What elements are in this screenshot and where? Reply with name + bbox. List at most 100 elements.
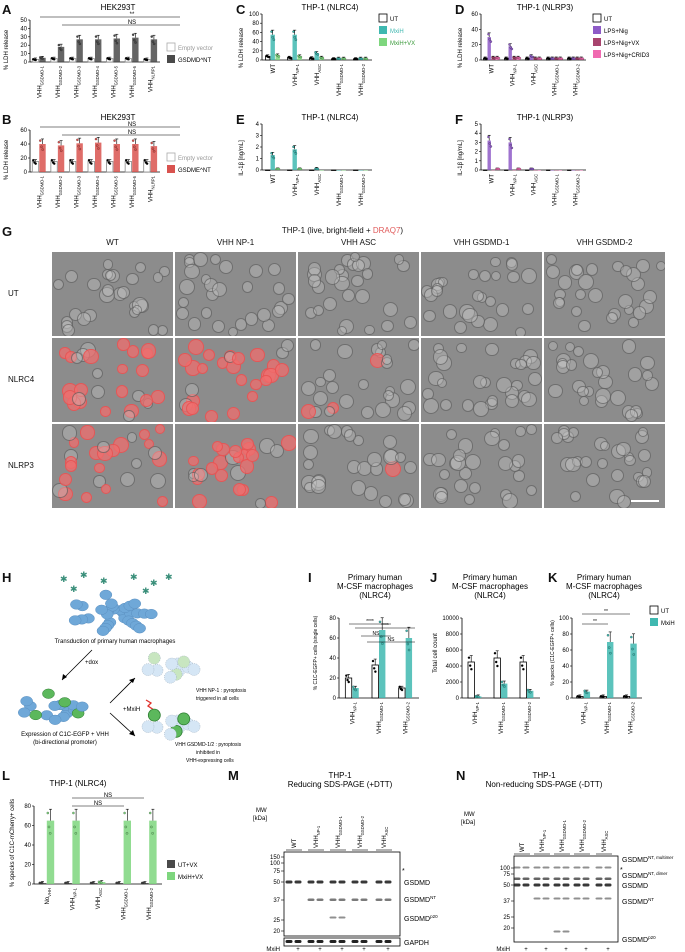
cell-icon <box>96 625 110 636</box>
data-point <box>311 57 315 60</box>
blot-band <box>573 883 581 887</box>
data-point <box>578 695 582 698</box>
sig-text: **** <box>381 623 389 629</box>
data-point <box>333 57 337 61</box>
microscopy-image <box>175 424 296 508</box>
cell-blob <box>282 292 295 306</box>
bar <box>270 34 275 60</box>
data-point <box>95 40 99 43</box>
data-point <box>352 685 355 689</box>
blot-band <box>522 883 530 887</box>
category-label: VHHASC <box>315 174 322 195</box>
band-label: GSDMD <box>404 880 430 887</box>
gsdmd-cells <box>141 708 201 741</box>
sig-text: NS <box>94 801 102 807</box>
cell-blob <box>638 449 652 463</box>
cell-blob <box>486 395 499 407</box>
panel-n-blot: THP-1 Non-reducing SDS-PAGE (-DTT) MW [k… <box>461 771 674 952</box>
data-point <box>58 146 62 150</box>
data-point <box>560 57 564 60</box>
microscopy-image <box>52 424 173 508</box>
cell-blob <box>178 279 195 296</box>
blot-band <box>329 880 337 884</box>
cell-blob <box>186 401 200 415</box>
panel-g: THP-1 (live, bright-field + DRAQ7) WT VHH… <box>0 222 685 562</box>
y-tick-label: 4000 <box>446 664 460 670</box>
band-label: GSDMDNT, dimer <box>622 871 668 880</box>
bar <box>46 820 55 884</box>
data-point <box>477 695 480 698</box>
mw-tick-label: 75 <box>503 872 510 878</box>
cell-blob <box>97 440 110 454</box>
y-tick-label: 40 <box>329 656 336 662</box>
category-label: VHHASC <box>315 64 322 85</box>
bar <box>319 170 324 171</box>
blot-band <box>595 866 603 869</box>
cell-blob <box>260 374 273 387</box>
panel-k-legend-2: MxiH <box>661 621 675 627</box>
panel-i-title-2: M-CSF macrophages <box>337 582 413 591</box>
cell-blob <box>378 494 392 508</box>
mxih-plus: + <box>544 947 548 952</box>
blot-band <box>338 898 346 901</box>
y-tick-label: 4 <box>256 122 260 128</box>
cell-blob <box>547 383 563 399</box>
bar <box>363 170 368 171</box>
bar <box>39 57 46 62</box>
panel-d-title: THP-1 (NLRP3) <box>517 3 574 12</box>
cell-icon <box>68 615 82 626</box>
cell-blob <box>212 281 228 297</box>
cell-blob <box>301 381 316 397</box>
panel-b-sig-1: NS <box>128 122 136 128</box>
data-point <box>381 642 384 645</box>
y-tick-label: 40 <box>20 26 27 32</box>
cell-icon <box>58 697 71 708</box>
y-tick-label: 5 <box>475 122 479 128</box>
cell-blob <box>442 303 458 319</box>
data-point <box>78 42 82 46</box>
lane-label: WT <box>520 842 526 852</box>
cell-blob <box>151 390 165 404</box>
cell-blob <box>307 274 322 288</box>
cell-blob <box>605 312 619 325</box>
panel-a-bars: 0 10 20 30 40 50 VHHGSDMD-1 VHHGSDMD-2 VHHGSDMD-… <box>20 18 160 98</box>
panel-f-bars: 0 1 2 3 4 5 WT VHHNP-1 VHHASC VHHGSDMD-1 VHHGSDMD-… <box>475 122 586 206</box>
cell-blob <box>313 391 329 407</box>
microscopy-image <box>298 252 419 336</box>
cell-blob <box>90 385 105 400</box>
data-point <box>469 664 472 667</box>
category-label: VHHNLRP1 <box>149 65 156 92</box>
data-point <box>526 688 530 692</box>
bar <box>341 170 346 171</box>
data-point <box>34 58 37 62</box>
data-point <box>493 651 497 655</box>
category-label: VHHNP-1 <box>350 701 357 724</box>
y-tick-label: 20 <box>252 49 259 55</box>
panel-i-ylabel: % C1C-EGFP+ cells (single cells) <box>313 615 319 690</box>
panel-label-k: K <box>548 570 558 585</box>
y-tick-label: 0 <box>475 58 479 64</box>
cell-blob <box>454 479 469 494</box>
cell-blob <box>244 312 258 326</box>
cell-blob <box>578 396 589 407</box>
virus-icon: ✱ <box>80 570 88 580</box>
blot-band <box>513 877 521 880</box>
panel-label-d: D <box>455 2 465 17</box>
cell-blob <box>513 470 525 482</box>
category-label: VHHNP-1 <box>511 173 518 196</box>
data-point <box>133 145 136 149</box>
lane-label: VHHASC <box>602 831 609 852</box>
category-label: VHHNP-1 <box>511 63 518 86</box>
panel-j-title-2: M-CSF macrophages <box>452 582 528 591</box>
blot-band <box>351 880 359 884</box>
cell-blob <box>339 393 355 409</box>
cell-blob <box>655 260 665 271</box>
cell-blob <box>77 311 91 326</box>
cell-blob <box>149 472 166 489</box>
microscopy-image <box>298 424 419 508</box>
category-label: VHHNP-1 <box>582 701 589 724</box>
panel-label-g: G <box>2 224 13 239</box>
cell-blob <box>640 355 655 371</box>
data-point <box>378 620 382 624</box>
